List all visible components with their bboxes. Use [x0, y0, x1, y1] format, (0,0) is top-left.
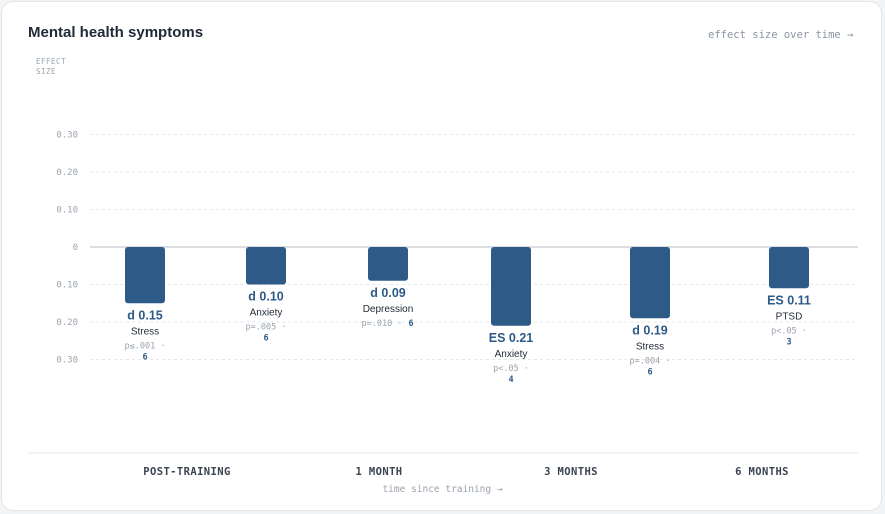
chart-subtitle: effect size over time →: [708, 29, 854, 41]
bar: [491, 247, 531, 326]
x-category-label: 6 MONTHS: [735, 466, 789, 478]
bar-n-count: 3: [786, 337, 791, 347]
bar-p-value: p=.010 ·: [362, 319, 403, 329]
x-axis-label: time since training →: [382, 484, 503, 495]
y-tick-label: 0.30: [56, 356, 78, 366]
y-tick-label: 0.10: [56, 206, 78, 216]
bar-name-label: Depression: [363, 304, 414, 315]
y-tick-label: 0.20: [56, 168, 78, 178]
bar-name-label: Anxiety: [250, 308, 283, 319]
bar-p-value: p<.05 ·: [493, 364, 529, 374]
bar-p-value: p=.004 ·: [630, 356, 671, 366]
bar-p-value: p=.005 ·: [246, 323, 287, 333]
bar-n-count: 4: [508, 375, 513, 385]
y-tick-label: 0.30: [56, 131, 78, 141]
bar-n-count: 6: [408, 319, 413, 329]
bar: [769, 247, 809, 289]
x-category-label: POST-TRAINING: [143, 466, 230, 478]
bar-n-count: 6: [647, 367, 652, 377]
chart-title: Mental health symptoms: [28, 24, 204, 41]
bar: [246, 247, 286, 285]
bar-p-value: p<.05 ·: [771, 326, 807, 336]
bar-stat-label: d 0.19: [632, 323, 667, 337]
y-tick-label: 0.10: [56, 281, 78, 291]
bar-stat-label: ES 0.21: [489, 331, 534, 345]
bar-stat-label: d 0.09: [370, 286, 405, 300]
bar-n-count: 6: [142, 352, 147, 362]
bar: [125, 247, 165, 304]
bar-name-label: Anxiety: [495, 349, 528, 360]
bar: [368, 247, 408, 281]
y-tick-label: 0: [73, 243, 78, 253]
bar-stat-label: d 0.15: [127, 308, 162, 322]
y-tick-label: 0.20: [56, 318, 78, 328]
bar-name-label: Stress: [636, 341, 664, 352]
bar: [630, 247, 670, 319]
bar-n-count: 6: [263, 334, 268, 344]
bar-stat-label: ES 0.11: [767, 293, 811, 307]
x-category-label: 1 MONTH: [355, 466, 402, 478]
bar-name-label: Stress: [131, 326, 159, 337]
bar-p-value: p≤.001 ·: [125, 341, 166, 351]
bar-name-label: PTSD: [776, 311, 803, 322]
x-category-label: 3 MONTHS: [544, 466, 598, 478]
bar-stat-label: d 0.10: [248, 290, 283, 304]
y-axis-label: EFFECT SIZE: [36, 57, 67, 76]
